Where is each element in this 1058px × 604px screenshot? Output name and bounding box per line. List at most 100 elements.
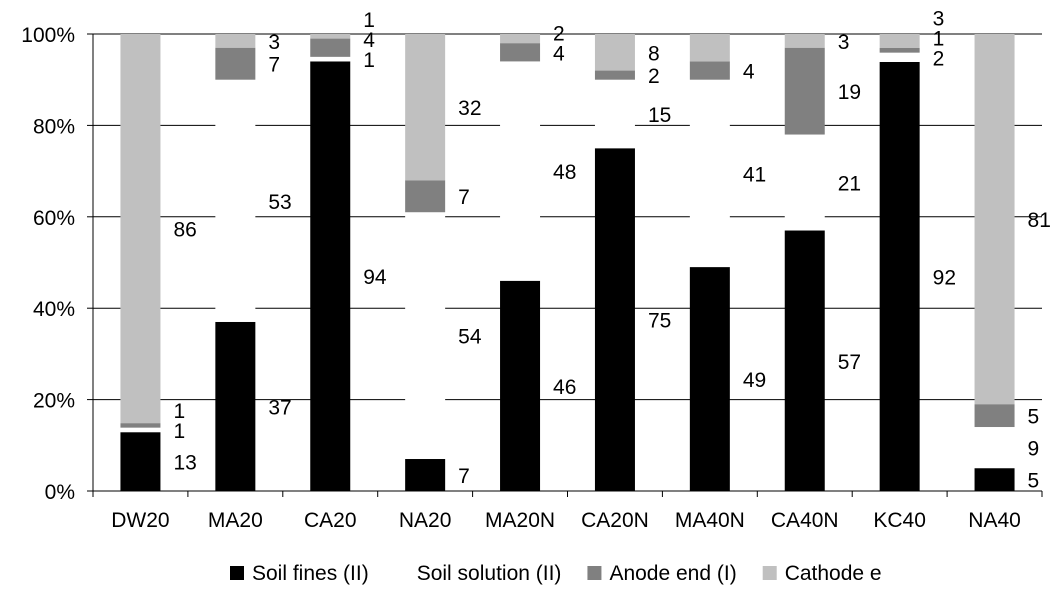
data-label: 7 — [458, 465, 470, 488]
bar-segment — [594, 34, 635, 71]
bar-segment — [310, 56, 351, 62]
bar-segment — [405, 459, 446, 491]
data-label: 49 — [743, 369, 766, 392]
data-label: 75 — [648, 310, 671, 333]
data-label: 5 — [1028, 406, 1040, 429]
bar-segment — [500, 43, 541, 62]
bar-segment — [784, 230, 825, 491]
legend-label: Soil fines (II) — [252, 562, 369, 585]
bar-segment — [594, 148, 635, 491]
bar-segment — [784, 134, 825, 231]
bar-segment — [500, 280, 541, 491]
data-label: 2 — [933, 47, 945, 70]
data-label: 53 — [268, 191, 291, 214]
bar-segment — [500, 34, 541, 44]
data-label: 7 — [268, 54, 280, 77]
bar-segment — [594, 70, 635, 80]
legend-swatch — [230, 566, 244, 580]
bar-segment — [215, 79, 256, 322]
data-label: 1 — [363, 9, 375, 32]
x-tick-label: DW20 — [111, 509, 169, 532]
data-label: 1 — [173, 420, 185, 443]
bar-segment — [120, 427, 161, 433]
x-tick-label: KC40 — [873, 509, 926, 532]
bar-segment — [594, 79, 635, 149]
bar-segment — [310, 34, 351, 39]
y-tick-label: 0% — [45, 481, 75, 504]
data-label: 2 — [648, 65, 660, 88]
data-label: 57 — [838, 351, 861, 374]
data-label: 41 — [743, 163, 766, 186]
data-label: 3 — [838, 31, 850, 54]
bar-segment — [784, 34, 825, 48]
data-label: 1 — [173, 400, 185, 423]
data-label: 4 — [553, 42, 565, 65]
bar-segment — [405, 180, 446, 213]
bar-segment — [974, 404, 1015, 428]
bar-segment — [120, 423, 161, 428]
legend: Soil fines (II) Soil solution (II) Anode e… — [230, 562, 882, 585]
x-tick-label: NA20 — [399, 509, 452, 532]
data-label: 1 — [363, 49, 375, 72]
bar-segment — [879, 47, 920, 53]
bar-segment — [500, 61, 541, 281]
y-tick-label: 100% — [21, 24, 75, 47]
data-label: 13 — [173, 452, 196, 475]
data-label: 4 — [743, 61, 755, 84]
data-label: 37 — [268, 396, 291, 419]
data-label: 5 — [1028, 470, 1040, 493]
x-tick-label: CA20 — [304, 509, 357, 532]
bar-segment — [879, 61, 920, 492]
y-tick-label: 60% — [33, 207, 75, 230]
data-label: 32 — [458, 97, 481, 120]
bar-segment — [215, 34, 256, 48]
bar-segment — [784, 47, 825, 135]
bar-segment — [310, 61, 351, 492]
data-label: 86 — [173, 219, 196, 242]
data-label: 1 — [933, 27, 945, 50]
data-label: 7 — [458, 186, 470, 209]
data-label: 4 — [363, 29, 375, 52]
bar-segment — [689, 267, 730, 491]
axes: 0% 20% 40% 60% 80% 100% DW20 MA20 CA20 NA20 MA20N C… — [21, 24, 1043, 532]
data-label: 3 — [268, 31, 280, 54]
bar-segment — [120, 432, 161, 491]
bar-segment — [215, 47, 256, 80]
legend-swatch — [762, 566, 777, 580]
bar-segment — [689, 61, 730, 80]
legend-label: Anode end (I) — [609, 562, 736, 585]
x-tick-label: NA40 — [968, 509, 1021, 532]
bar-segment — [215, 321, 256, 491]
data-label: 9 — [1028, 438, 1040, 461]
bar-segment — [120, 34, 161, 424]
data-label: 8 — [648, 42, 660, 65]
bar-segment — [310, 38, 351, 57]
bar-segment — [689, 34, 730, 62]
y-tick-label: 40% — [33, 298, 75, 321]
data-label: 15 — [648, 104, 671, 127]
data-label: 2 — [553, 22, 565, 45]
x-tick-label: MA20 — [208, 509, 263, 532]
legend-label: Soil solution (II) — [417, 562, 562, 585]
x-tick-label: MA40N — [675, 509, 745, 532]
bar-segment — [879, 34, 920, 48]
data-label: 19 — [838, 81, 861, 104]
data-label: 3 — [933, 7, 945, 30]
data-label: 46 — [553, 376, 576, 399]
x-tick-label: CA20N — [581, 509, 649, 532]
data-label: 48 — [553, 161, 576, 184]
data-label: 94 — [363, 266, 387, 289]
bar-segment — [974, 468, 1015, 491]
data-label: 21 — [838, 173, 861, 196]
data-label: 54 — [458, 326, 482, 349]
bar-segment — [405, 212, 446, 460]
bar-segment — [974, 427, 1015, 469]
data-label: 81 — [1028, 209, 1051, 232]
legend-label: Cathode e — [785, 562, 882, 585]
y-tick-label: 20% — [33, 390, 75, 413]
bars — [120, 34, 1015, 492]
data-label: 92 — [933, 266, 956, 289]
bar-segment — [405, 34, 446, 181]
